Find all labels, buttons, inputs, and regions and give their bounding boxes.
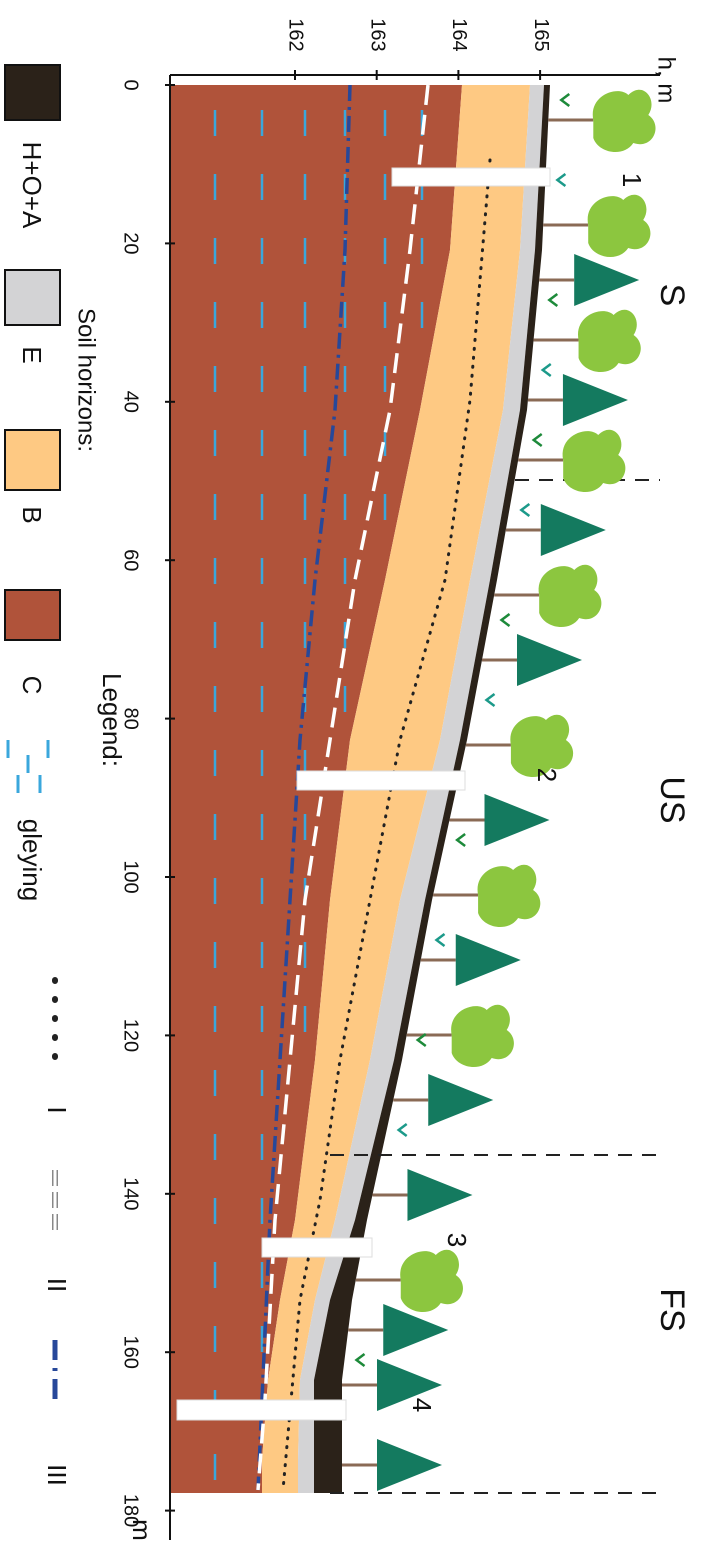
y-tick-label: 165	[530, 18, 552, 51]
y-axis-label: h, m	[653, 57, 680, 104]
zone-label: US	[653, 776, 691, 823]
seedling	[399, 1124, 407, 1136]
y-tick-label: 164	[448, 18, 470, 51]
legend-label: B	[17, 506, 47, 523]
seedling	[357, 1354, 365, 1366]
conifer-tree	[563, 374, 628, 426]
seedling	[437, 934, 445, 946]
legend-title: Legend:	[97, 673, 127, 767]
x-tick-label: 100	[120, 860, 142, 893]
deciduous-tree	[578, 310, 641, 372]
legend-label: I	[42, 1106, 72, 1113]
profile-number: 1	[617, 173, 647, 187]
deciduous-tree	[539, 565, 602, 627]
conifer-tree	[485, 794, 550, 846]
conifer-tree	[456, 934, 521, 986]
seedling	[561, 94, 569, 106]
conifer-tree	[377, 1439, 442, 1491]
conifer-tree	[541, 504, 606, 556]
y-tick-label: 163	[366, 18, 388, 51]
legend-label: C	[17, 676, 47, 695]
x-axis-label: m	[127, 1519, 157, 1541]
legend-swatch	[5, 65, 60, 120]
soil-pit	[392, 168, 550, 186]
x-tick-label: 120	[120, 1019, 142, 1052]
y-tick-label: 162	[285, 18, 307, 51]
soil-pit	[177, 1400, 346, 1420]
deciduous-tree	[563, 430, 626, 492]
conifer-tree	[517, 634, 582, 686]
legend-swatch	[5, 590, 60, 640]
soil-pit	[297, 771, 465, 790]
conifer-tree	[383, 1304, 448, 1356]
legend-label: gleying	[17, 819, 47, 901]
zone-label: S	[653, 284, 691, 307]
seedling	[549, 294, 557, 306]
legend-subtitle: Soil horizons:	[73, 308, 100, 452]
profile-number: 2	[532, 768, 562, 782]
conifer-tree	[428, 1074, 493, 1126]
legend-label: E	[17, 346, 47, 363]
seedling	[534, 434, 542, 446]
soil-profile-diagram: 020406080100120140160180162163164165h, m…	[0, 0, 709, 1560]
seedling	[521, 504, 529, 516]
deciduous-tree	[478, 865, 541, 927]
x-tick-label: 160	[120, 1336, 142, 1369]
x-tick-label: 0	[120, 79, 142, 90]
legend-label: II	[42, 1278, 72, 1292]
conifer-tree	[574, 254, 639, 306]
x-tick-label: 20	[120, 232, 142, 254]
legend-label: III	[42, 1464, 72, 1486]
seedling	[543, 364, 551, 376]
conifer-tree	[407, 1169, 472, 1221]
seedling	[487, 694, 495, 706]
profile-number: 3	[442, 1233, 472, 1247]
zone-label: FS	[653, 1288, 691, 1331]
deciduous-tree	[400, 1250, 463, 1312]
legend-swatch	[5, 430, 60, 490]
x-tick-label: 140	[120, 1177, 142, 1210]
profile-number: 4	[407, 1398, 437, 1412]
seedling	[557, 174, 565, 186]
legend-label: H+O+A	[17, 142, 47, 229]
soil-pit	[262, 1238, 372, 1257]
deciduous-tree	[588, 195, 651, 257]
seedling	[457, 834, 465, 846]
deciduous-tree	[451, 1005, 514, 1067]
x-tick-label: 40	[120, 391, 142, 413]
deciduous-tree	[593, 90, 656, 152]
x-tick-label: 60	[120, 549, 142, 571]
seedling	[502, 614, 510, 626]
legend-swatch	[5, 270, 60, 325]
